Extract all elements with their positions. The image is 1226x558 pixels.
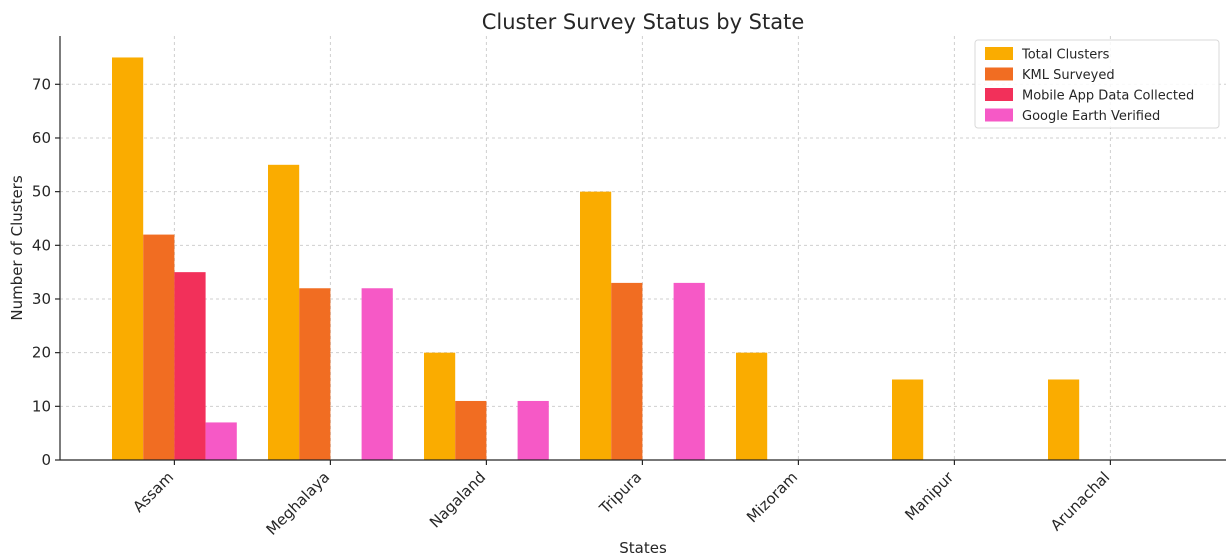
legend: Total Clusters KML Surveyed Mobile App Dat… bbox=[974, 39, 1220, 129]
x-tick-label: Tripura bbox=[595, 468, 645, 518]
y-tick-label: 30 bbox=[32, 290, 51, 308]
y-tick-label: 70 bbox=[32, 75, 51, 93]
y-axis-label: Number of Clusters bbox=[8, 175, 26, 320]
legend-box bbox=[974, 39, 1220, 129]
legend-swatch bbox=[985, 47, 1013, 60]
y-tick-label: 20 bbox=[32, 344, 51, 362]
x-tick-label: Meghalaya bbox=[263, 468, 334, 539]
bar-total-clusters-meghalaya bbox=[268, 164, 300, 460]
bar-google-earth-verified-meghalaya bbox=[361, 288, 393, 460]
x-tick-label: Manipur bbox=[901, 468, 957, 524]
y-tick-label: 50 bbox=[32, 183, 51, 201]
bar-total-clusters-assam bbox=[112, 57, 144, 460]
bar-total-clusters-mizoram bbox=[736, 352, 768, 460]
bar-total-clusters-arunachal bbox=[1048, 379, 1080, 460]
legend-label: Mobile App Data Collected bbox=[1022, 89, 1194, 104]
bar-kml-surveyed-assam bbox=[143, 234, 175, 460]
bar-google-earth-verified-assam bbox=[205, 422, 237, 460]
bar-kml-surveyed-meghalaya bbox=[299, 288, 331, 460]
x-axis-label: States bbox=[619, 539, 667, 557]
legend-label: KML Surveyed bbox=[1022, 68, 1115, 83]
legend-swatch bbox=[985, 108, 1013, 122]
bar-google-earth-verified-tripura bbox=[673, 282, 705, 460]
bar-total-clusters-nagaland bbox=[424, 352, 456, 460]
x-tick-label: Arunachal bbox=[1047, 468, 1113, 534]
y-tick-label: 60 bbox=[32, 129, 51, 147]
bar-kml-surveyed-nagaland bbox=[455, 400, 487, 460]
legend-swatch bbox=[985, 88, 1013, 101]
bar-total-clusters-manipur bbox=[892, 379, 924, 460]
x-tick-label: Assam bbox=[129, 468, 177, 516]
chart-title: Cluster Survey Status by State bbox=[482, 10, 805, 34]
y-tick-label: 10 bbox=[32, 397, 51, 415]
legend-swatch bbox=[985, 67, 1013, 81]
y-tick-label: 40 bbox=[32, 236, 51, 254]
x-tick-label: Nagaland bbox=[426, 468, 489, 531]
legend-label: Google Earth Verified bbox=[1022, 109, 1160, 124]
x-tick-label: Mizoram bbox=[743, 468, 801, 526]
bar-kml-surveyed-tripura bbox=[611, 282, 643, 460]
bar-mobile-app-data-collected-assam bbox=[174, 272, 206, 460]
bars bbox=[112, 57, 1080, 460]
bar-google-earth-verified-nagaland bbox=[517, 400, 549, 460]
bar-total-clusters-tripura bbox=[580, 191, 612, 460]
legend-label: Total Clusters bbox=[1021, 48, 1110, 63]
y-tick-label: 0 bbox=[41, 451, 51, 469]
